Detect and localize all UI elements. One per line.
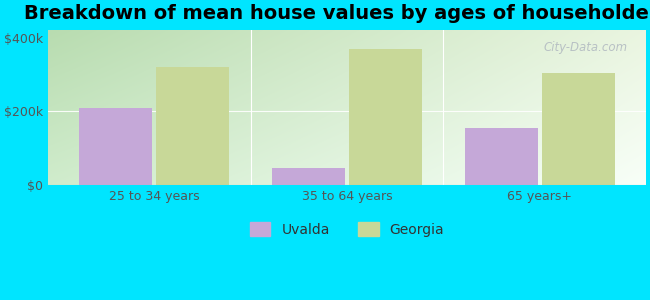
Bar: [349, 49, 422, 185]
Bar: [541, 73, 615, 185]
Text: City-Data.com: City-Data.com: [544, 41, 628, 54]
Bar: [156, 67, 229, 185]
Bar: [79, 108, 152, 185]
Bar: [272, 168, 345, 185]
Bar: [465, 128, 538, 185]
Legend: Uvalda, Georgia: Uvalda, Georgia: [250, 222, 445, 237]
Title: Breakdown of mean house values by ages of householders: Breakdown of mean house values by ages o…: [24, 4, 650, 23]
